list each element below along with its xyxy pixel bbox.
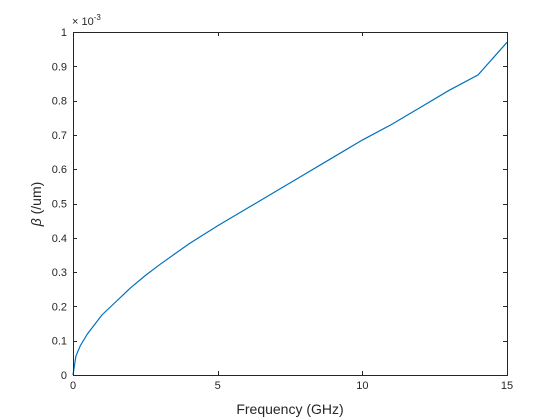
y-tick-label: 0.2: [52, 301, 67, 313]
y-axis-label: β (/um): [28, 182, 44, 228]
series-layer: [72, 41, 508, 376]
y-axis-multiplier-base: × 10: [72, 16, 94, 28]
y-axis-label-symbol: β: [28, 218, 44, 227]
plot-background: [73, 32, 507, 375]
y-axis-multiplier-exponent: -3: [94, 13, 102, 22]
y-tick-label: 0.6: [52, 164, 67, 176]
y-axis-ticks: 0 0.1 0.2 0.3 0.4 0.5 0.6 0.7 0.8 0.9 1: [52, 27, 507, 382]
series-line-0: [72, 41, 508, 376]
x-axis-label: Frequency (GHz): [236, 401, 343, 417]
x-axis-ticks: 0 5 10 15: [70, 32, 513, 392]
x-tick-label: 15: [501, 380, 513, 392]
y-axis-label-unit: (/um): [28, 182, 44, 219]
y-tick-label: 0.5: [52, 199, 67, 211]
y-tick-label: 0.1: [52, 336, 67, 348]
y-tick-label: 0.8: [52, 96, 67, 108]
y-tick-label: 0.3: [52, 267, 67, 279]
x-tick-label: 10: [356, 380, 368, 392]
x-tick-label: 5: [215, 380, 221, 392]
y-tick-label: 0.9: [52, 61, 67, 73]
y-tick-label: 0.7: [52, 130, 67, 142]
y-axis-multiplier: × 10-3: [72, 13, 101, 28]
x-tick-label: 0: [70, 380, 76, 392]
y-tick-label: 0.4: [52, 233, 67, 245]
plot-area: [73, 32, 507, 375]
y-tick-label: 1: [61, 27, 67, 39]
y-tick-label: 0: [61, 370, 67, 382]
